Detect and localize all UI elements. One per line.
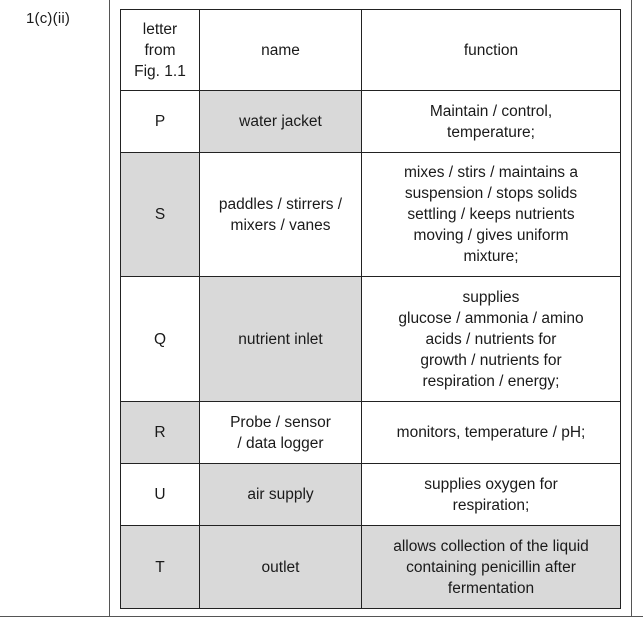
letter-cell: S: [120, 152, 200, 277]
right-border: [631, 0, 632, 617]
function-cell: mixes / stirs / maintains a suspension /…: [361, 152, 621, 277]
header-name: name: [199, 9, 362, 91]
letter-cell: Q: [120, 276, 200, 402]
letter-cell: U: [120, 463, 200, 526]
name-cell: water jacket: [199, 90, 362, 153]
function-cell: supplies oxygen for respiration;: [361, 463, 621, 526]
name-cell: outlet: [199, 525, 362, 609]
letter-cell: R: [120, 401, 200, 464]
table-row: T outlet allows collection of the liquid…: [120, 525, 621, 609]
header-function: function: [361, 9, 621, 91]
question-number: 1(c)(ii): [26, 10, 71, 27]
answer-table: letter from Fig. 1.1 name function P wat…: [120, 9, 621, 609]
table-row: S paddles / stirrers / mixers / vanes mi…: [120, 152, 621, 277]
table-row: Q nutrient inlet supplies glucose / ammo…: [120, 276, 621, 402]
header-letter: letter from Fig. 1.1: [120, 9, 200, 91]
letter-cell: P: [120, 90, 200, 153]
function-cell: allows collection of the liquid containi…: [361, 525, 621, 609]
letter-cell: T: [120, 525, 200, 609]
function-cell: Maintain / control, temperature;: [361, 90, 621, 153]
table-row: P water jacket Maintain / control, tempe…: [120, 90, 621, 153]
function-cell: monitors, temperature / pH;: [361, 401, 621, 464]
column-divider: [109, 0, 110, 617]
bottom-border: [0, 616, 643, 617]
table-row: U air supply supplies oxygen for respira…: [120, 463, 621, 526]
header-row: letter from Fig. 1.1 name function: [120, 9, 621, 91]
name-cell: paddles / stirrers / mixers / vanes: [199, 152, 362, 277]
name-cell: nutrient inlet: [199, 276, 362, 402]
name-cell: Probe / sensor / data logger: [199, 401, 362, 464]
name-cell: air supply: [199, 463, 362, 526]
function-cell: supplies glucose / ammonia / amino acids…: [361, 276, 621, 402]
table-row: R Probe / sensor / data logger monitors,…: [120, 401, 621, 464]
